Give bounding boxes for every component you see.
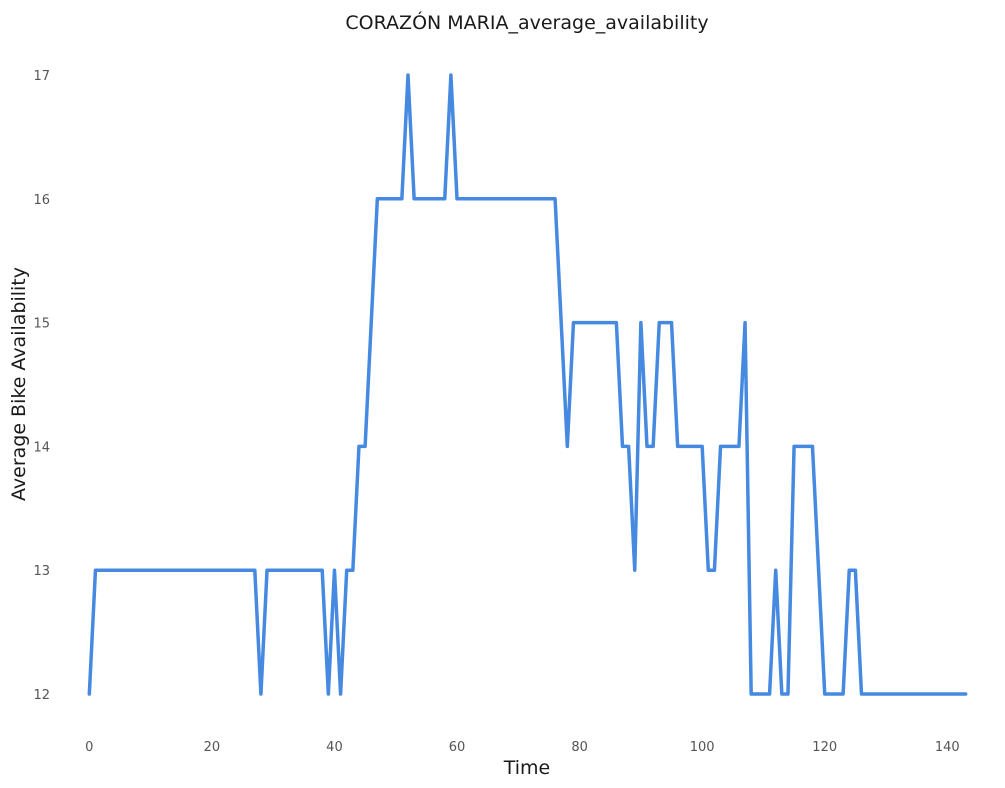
chart-title: CORAZÓN MARIA_average_availability: [345, 10, 708, 34]
y-tick-label: 14: [33, 440, 50, 455]
y-tick-label: 17: [33, 69, 50, 84]
x-axis-label: Time: [503, 757, 551, 779]
x-tick-label: 80: [571, 740, 588, 755]
x-axis-ticks: 0 20 40 60 80 100 120 140: [85, 740, 960, 755]
x-tick-label: 140: [935, 740, 960, 755]
y-tick-label: 13: [33, 564, 50, 579]
x-tick-label: 20: [204, 740, 221, 755]
y-axis-label: Average Bike Availability: [8, 267, 30, 501]
x-tick-label: 0: [85, 740, 93, 755]
y-tick-label: 16: [33, 193, 50, 208]
x-tick-label: 60: [449, 740, 466, 755]
y-tick-label: 15: [33, 317, 50, 332]
y-axis-ticks: 12 13 14 15 16 17: [33, 69, 50, 703]
x-tick-label: 120: [812, 740, 837, 755]
y-tick-label: 12: [33, 688, 50, 703]
x-tick-label: 100: [690, 740, 715, 755]
series-line: [87, 73, 968, 696]
x-tick-label: 40: [326, 740, 343, 755]
